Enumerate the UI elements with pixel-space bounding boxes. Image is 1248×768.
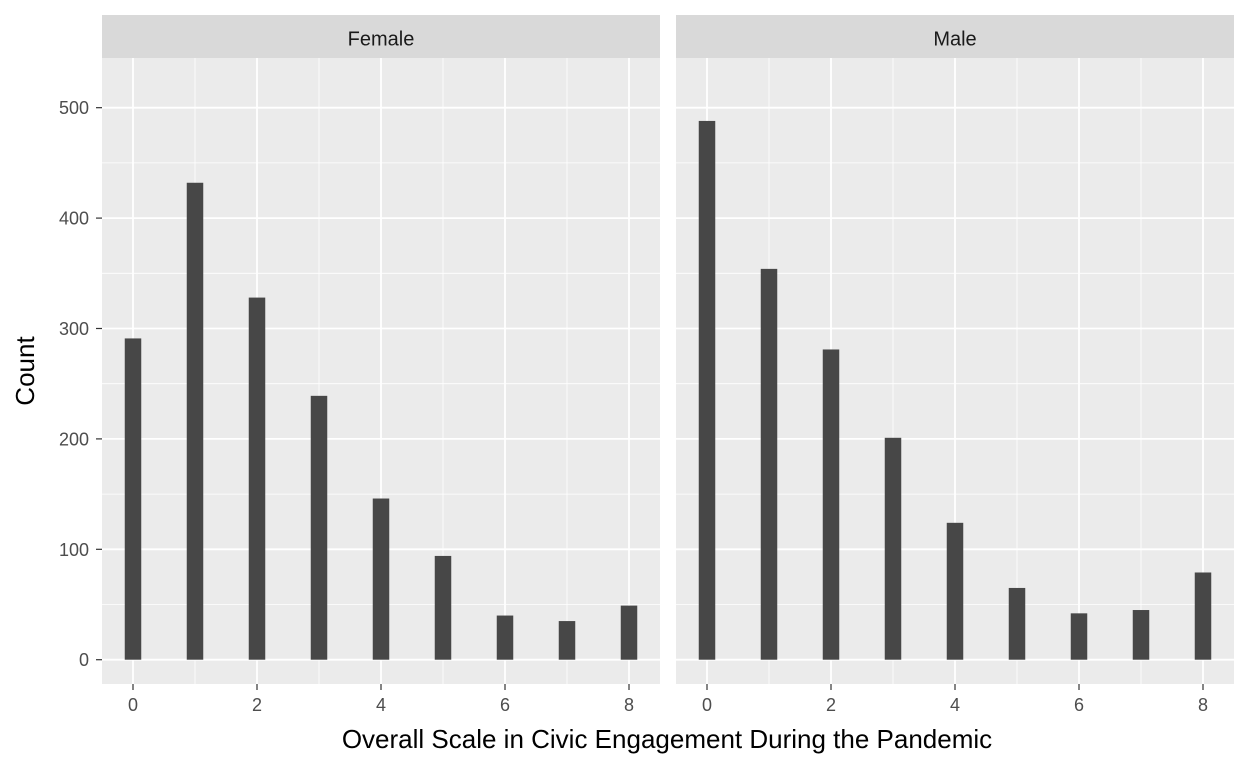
x-tick-label: 2 bbox=[252, 695, 262, 715]
bar-male-5 bbox=[1008, 587, 1026, 660]
facet-panel-male: Male 0 2 4 6 8 bbox=[676, 15, 1234, 715]
y-tick-label: 300 bbox=[59, 319, 89, 339]
x-tick-label: 6 bbox=[500, 695, 510, 715]
bar-male-2 bbox=[822, 349, 840, 660]
bar-female-5 bbox=[434, 555, 452, 660]
x-axis-title: Overall Scale in Civic Engagement During… bbox=[342, 724, 992, 754]
y-tick-label: 500 bbox=[59, 98, 89, 118]
bar-female-2 bbox=[248, 297, 266, 660]
bar-male-0 bbox=[698, 120, 716, 660]
bar-female-4 bbox=[372, 498, 390, 660]
x-tick-label: 8 bbox=[624, 695, 634, 715]
bar-male-6 bbox=[1070, 613, 1088, 660]
x-tick-label: 0 bbox=[128, 695, 138, 715]
facet-panel-female: Female 0 2 4 6 8 bbox=[102, 15, 660, 715]
y-tick-label: 400 bbox=[59, 209, 89, 229]
x-tick-label: 6 bbox=[1074, 695, 1084, 715]
y-tick-label: 200 bbox=[59, 429, 89, 449]
x-tick-label: 8 bbox=[1198, 695, 1208, 715]
bar-female-3 bbox=[310, 395, 328, 660]
x-tick-label: 2 bbox=[826, 695, 836, 715]
facet-panels: Female 0 2 4 6 8 Male 0 2 4 6 8 bbox=[102, 15, 1234, 715]
x-tick-label: 4 bbox=[950, 695, 960, 715]
bar-male-3 bbox=[884, 437, 902, 660]
y-tick-label: 100 bbox=[59, 540, 89, 560]
x-tick-label: 4 bbox=[376, 695, 386, 715]
y-axis-title: Count bbox=[10, 336, 40, 406]
facet-strip-label: Female bbox=[348, 29, 415, 51]
bar-male-1 bbox=[760, 268, 778, 660]
bar-male-4 bbox=[946, 522, 964, 660]
facet-strip bbox=[102, 15, 660, 58]
bar-female-0 bbox=[124, 338, 142, 660]
y-axis: 0 100 200 300 400 500 bbox=[59, 98, 102, 670]
bar-male-8 bbox=[1194, 572, 1212, 660]
y-tick-label: 0 bbox=[79, 650, 89, 670]
bar-male-7 bbox=[1132, 610, 1150, 660]
bar-female-6 bbox=[496, 615, 514, 660]
bar-female-7 bbox=[558, 621, 576, 660]
x-tick-label: 0 bbox=[702, 695, 712, 715]
bar-female-8 bbox=[620, 605, 638, 660]
facet-strip-label: Male bbox=[933, 29, 976, 51]
bar-female-1 bbox=[186, 182, 204, 660]
facet-strip bbox=[676, 15, 1234, 58]
